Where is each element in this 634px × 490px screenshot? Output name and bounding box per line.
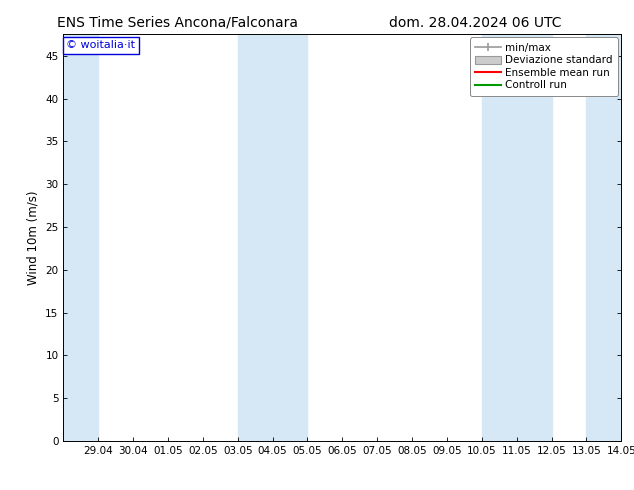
Bar xyxy=(482,34,552,441)
Text: dom. 28.04.2024 06 UTC: dom. 28.04.2024 06 UTC xyxy=(389,16,562,30)
Bar xyxy=(63,34,98,441)
Text: © woitalia·it: © woitalia·it xyxy=(66,40,135,50)
Bar xyxy=(586,34,621,441)
Legend: min/max, Deviazione standard, Ensemble mean run, Controll run: min/max, Deviazione standard, Ensemble m… xyxy=(470,37,618,96)
Bar xyxy=(238,34,307,441)
Text: ENS Time Series Ancona/Falconara: ENS Time Series Ancona/Falconara xyxy=(57,16,298,30)
Y-axis label: Wind 10m (m/s): Wind 10m (m/s) xyxy=(27,191,40,285)
